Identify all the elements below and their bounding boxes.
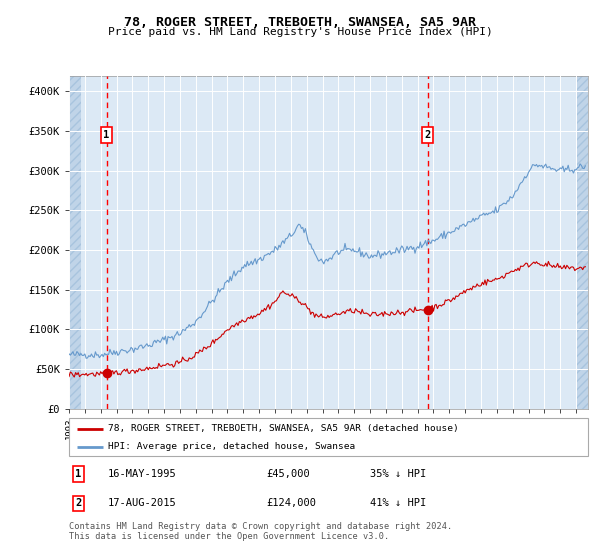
- Text: £124,000: £124,000: [266, 498, 316, 508]
- Text: 2: 2: [425, 130, 431, 140]
- Bar: [69, 76, 81, 409]
- Text: HPI: Average price, detached house, Swansea: HPI: Average price, detached house, Swan…: [108, 442, 355, 451]
- Text: 78, ROGER STREET, TREBOETH, SWANSEA, SA5 9AR: 78, ROGER STREET, TREBOETH, SWANSEA, SA5…: [124, 16, 476, 29]
- Text: 35% ↓ HPI: 35% ↓ HPI: [370, 469, 426, 479]
- Bar: [576, 76, 588, 409]
- Text: 2: 2: [75, 498, 82, 508]
- Text: Price paid vs. HM Land Registry's House Price Index (HPI): Price paid vs. HM Land Registry's House …: [107, 27, 493, 37]
- FancyBboxPatch shape: [69, 418, 588, 456]
- Text: 78, ROGER STREET, TREBOETH, SWANSEA, SA5 9AR (detached house): 78, ROGER STREET, TREBOETH, SWANSEA, SA5…: [108, 424, 458, 433]
- Bar: [69, 76, 81, 409]
- Text: 1: 1: [75, 469, 82, 479]
- Text: 41% ↓ HPI: 41% ↓ HPI: [370, 498, 426, 508]
- Text: Contains HM Land Registry data © Crown copyright and database right 2024.
This d: Contains HM Land Registry data © Crown c…: [69, 522, 452, 542]
- Text: 17-AUG-2015: 17-AUG-2015: [108, 498, 176, 508]
- Bar: [576, 76, 588, 409]
- Text: 16-MAY-1995: 16-MAY-1995: [108, 469, 176, 479]
- Text: £45,000: £45,000: [266, 469, 310, 479]
- Text: 1: 1: [103, 130, 110, 140]
